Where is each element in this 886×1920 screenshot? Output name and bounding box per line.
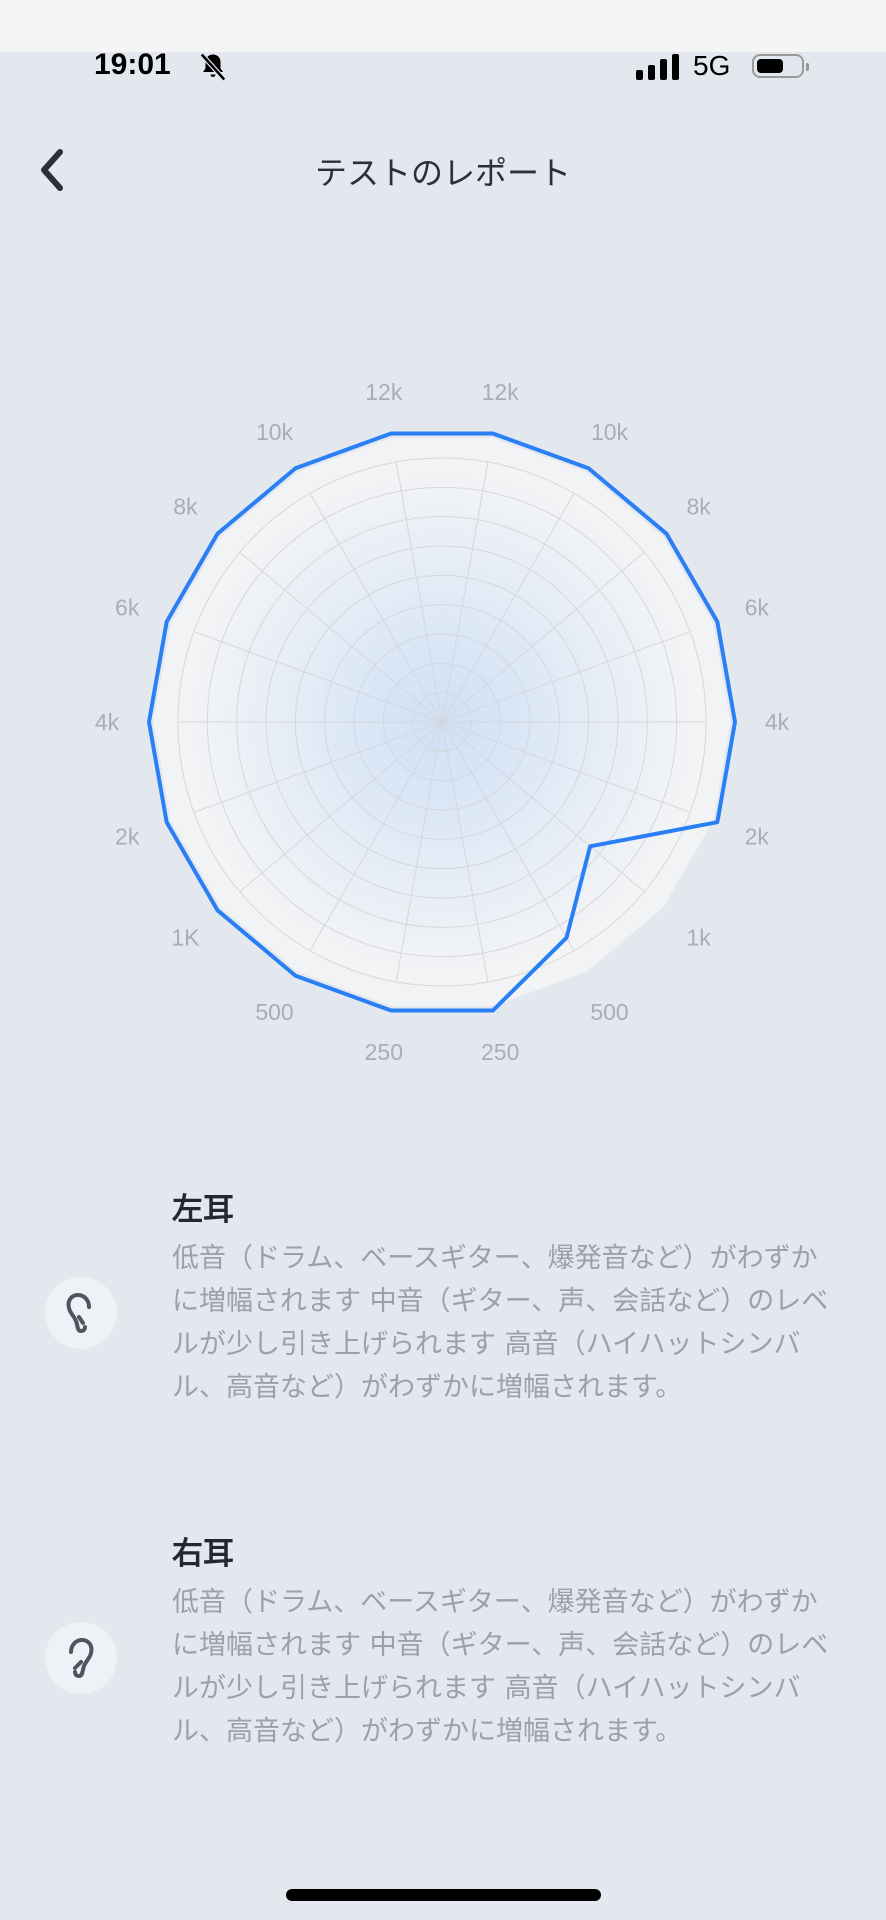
radar-spoke (395, 461, 443, 723)
radar-spoke (441, 721, 575, 951)
radar-spoke (309, 493, 443, 723)
battery-icon (752, 54, 809, 78)
radar-axis-label: 12k (365, 379, 403, 405)
radar-spoke (441, 721, 645, 893)
radar-axis-label: 4k (95, 709, 120, 735)
left-ear-icon-wrap (45, 1277, 117, 1349)
radar-axis-label: 2k (745, 824, 770, 850)
right-ear-title: 右耳 (172, 1536, 234, 1572)
status-bar: 19:01 5G (0, 44, 886, 88)
bell-slash-icon (199, 52, 227, 82)
radar-spoke (441, 721, 489, 983)
radar-spoke (395, 721, 443, 983)
left-ear-description: 低音（ドラム、ベースギター、爆発音など）がわずかに増幅されます 中音（ギター、声… (172, 1243, 829, 1403)
radar-axis-label: 500 (590, 999, 628, 1025)
radar-spoke (193, 631, 443, 723)
radar-axis-label: 250 (481, 1039, 519, 1065)
radar-axis-label: 12k (482, 379, 520, 405)
radar-axis-label: 4k (765, 709, 790, 735)
radar-axis-label: 250 (365, 1039, 403, 1065)
radar-spoke (441, 631, 691, 723)
right-ear-icon (69, 1637, 94, 1679)
radar-axis-label: 1k (686, 924, 711, 950)
radar-axis-label: 6k (115, 594, 140, 620)
radar-spoke (193, 721, 443, 813)
radar-axis-label: 2k (115, 824, 140, 850)
radar-spoke (239, 721, 443, 893)
home-indicator[interactable] (286, 1889, 601, 1901)
network-type: 5G (693, 50, 731, 81)
radar-axis-label: 8k (173, 494, 198, 520)
radar-axis-label: 10k (591, 419, 629, 445)
back-button[interactable] (34, 146, 74, 194)
radar-axis-label: 500 (255, 999, 293, 1025)
status-time: 19:01 (94, 48, 171, 81)
radar-spoke (239, 551, 443, 723)
top-strip (0, 0, 886, 52)
page-title: テストのレポート (314, 154, 571, 192)
radar-spoke (309, 721, 443, 951)
radar-spoke (441, 461, 489, 723)
radar-spoke (441, 721, 691, 813)
signal-icon (636, 54, 679, 80)
hearing-radar-chart: 12k 10k 8k 6k 4k 2k 1k 500 250 250 500 1K 2k 4k 6k 8k 10… (95, 379, 790, 1065)
left-ear-title: 左耳 (172, 1192, 234, 1228)
radar-spoke (441, 493, 575, 723)
radar-axis-label: 8k (686, 494, 711, 520)
radar-spoke (441, 551, 645, 723)
right-ear-description: 低音（ドラム、ベースギター、爆発音など）がわずかに増幅されます 中音（ギター、声… (172, 1587, 829, 1747)
left-ear-icon (66, 1292, 91, 1334)
radar-axis-label: 6k (745, 594, 770, 620)
right-ear-icon-wrap (45, 1622, 117, 1694)
radar-axis-label: 10k (256, 419, 294, 445)
chevron-left-icon (41, 149, 63, 191)
radar-axis-label: 1K (171, 924, 200, 950)
